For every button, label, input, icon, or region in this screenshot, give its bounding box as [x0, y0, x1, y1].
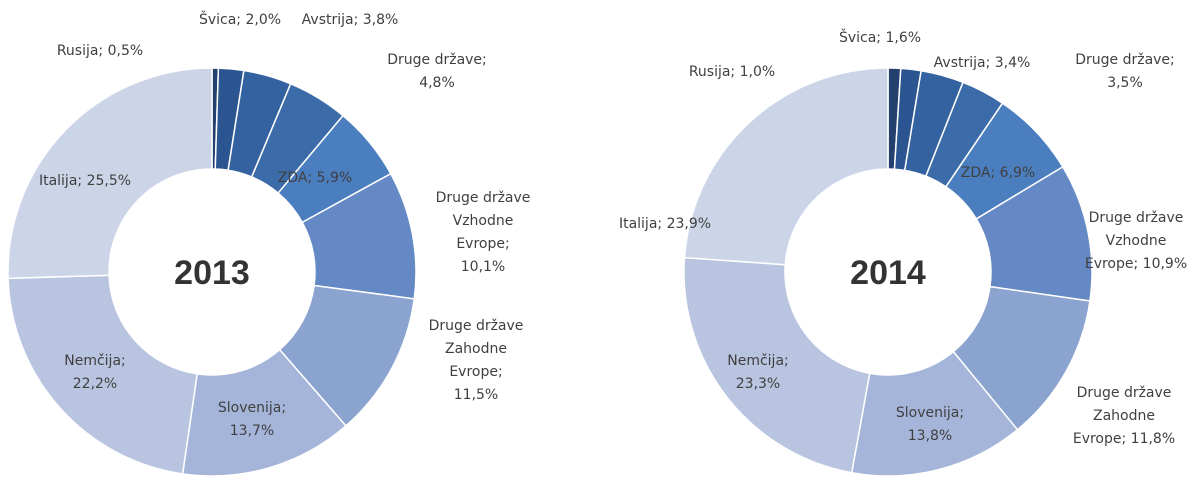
slice-label: ZDA; 5,9%: [278, 170, 352, 186]
slice-label: Nemčija; 23,3%: [727, 353, 789, 392]
slice-label: Švica; 2,0%: [199, 10, 281, 28]
slice-label: Avstrija; 3,8%: [302, 12, 399, 28]
slice-label: Avstrija; 3,4%: [934, 55, 1031, 71]
slice: [683, 67, 889, 266]
slice-label: Druge države Zahodne Evrope; 11,8%: [1073, 385, 1175, 447]
slice-label: Italija; 23,9%: [619, 216, 711, 232]
slice-label: Rusija; 0,5%: [57, 43, 143, 59]
slice: [7, 67, 213, 280]
center-title: 2013: [174, 254, 250, 292]
slice-label: Nemčija; 22,2%: [64, 353, 126, 392]
slice-label: Rusija; 1,0%: [689, 64, 775, 80]
slice-label: Druge države; 4,8%: [387, 52, 487, 91]
slice-label: Slovenija; 13,8%: [896, 405, 964, 444]
slice: [683, 256, 871, 474]
slice-label: Druge države Vzhodne Evrope; 10,1%: [436, 190, 531, 275]
slice-label: Druge države Vzhodne Evrope; 10,9%: [1085, 210, 1187, 272]
slice-label: Druge države Zahodne Evrope; 11,5%: [429, 318, 524, 403]
slice-label: Švica; 1,6%: [839, 28, 921, 46]
slice-label: Italija; 25,5%: [39, 173, 131, 189]
slice-label: Slovenija; 13,7%: [218, 400, 286, 439]
slice-label: ZDA; 6,9%: [961, 165, 1035, 181]
slice-label: Druge države; 3,5%: [1075, 52, 1175, 91]
slice: [7, 274, 199, 475]
center-title: 2014: [850, 254, 926, 292]
